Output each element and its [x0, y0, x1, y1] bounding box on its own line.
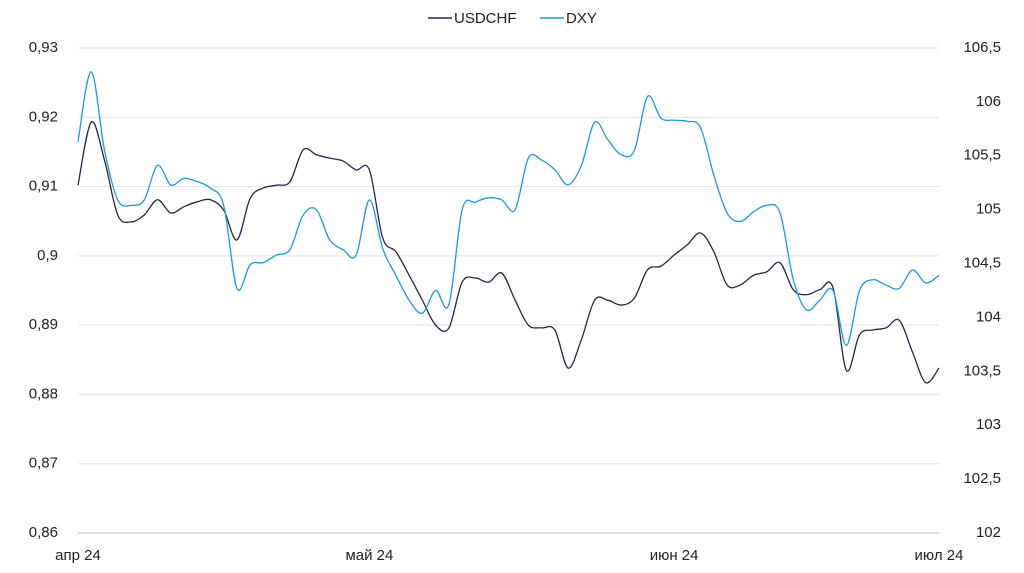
y2-tick-label: 106 — [976, 93, 1001, 110]
y-tick-label: 0,92 — [29, 108, 58, 125]
y2-tick-label: 103 — [976, 416, 1001, 433]
x-tick-label: июн 24 — [650, 547, 699, 564]
x-tick-label: май 24 — [345, 547, 393, 564]
y2-tick-label: 106,5 — [963, 39, 1001, 56]
y2-tick-label: 102 — [976, 524, 1001, 541]
y2-tick-label: 105 — [976, 201, 1001, 218]
y2-tick-label: 105,5 — [963, 147, 1001, 164]
y2-tick-label: 104,5 — [963, 255, 1001, 272]
y-tick-label: 0,9 — [37, 247, 58, 264]
y-tick-label: 0,89 — [29, 316, 58, 333]
y-tick-label: 0,87 — [29, 455, 58, 472]
line-series — [77, 121, 940, 384]
x-tick-label: апр 24 — [55, 547, 101, 564]
y-tick-label: 0,86 — [29, 524, 58, 541]
y-tick-label: 0,88 — [29, 385, 58, 402]
y-tick-label: 0,91 — [29, 178, 58, 195]
y-tick-label: 0,93 — [29, 39, 58, 56]
line-series — [77, 71, 940, 347]
y2-tick-label: 102,5 — [963, 470, 1001, 487]
legend-label: USDCHF — [454, 10, 517, 27]
y2-tick-label: 103,5 — [963, 362, 1001, 379]
y2-tick-label: 104 — [976, 308, 1001, 325]
legend-label: DXY — [566, 10, 597, 27]
x-tick-label: июл 24 — [915, 547, 964, 564]
